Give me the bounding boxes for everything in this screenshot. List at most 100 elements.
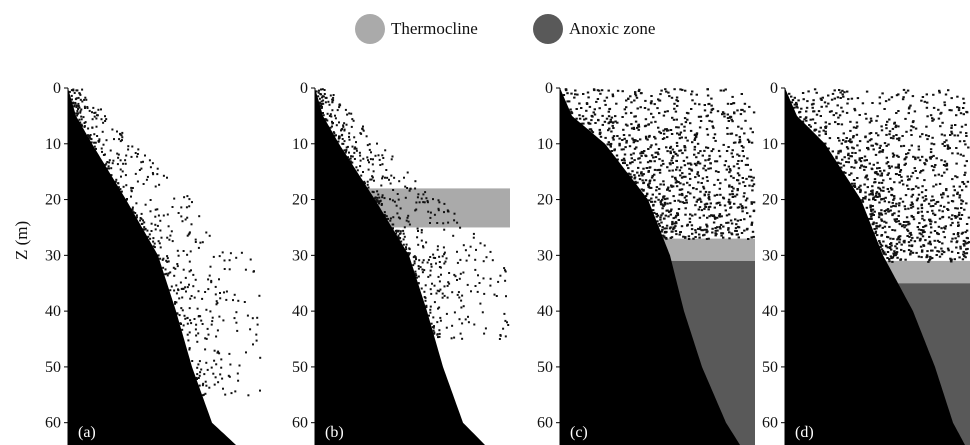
data-point <box>956 233 960 236</box>
data-point <box>124 162 127 165</box>
data-point <box>662 196 665 199</box>
data-point <box>722 236 725 239</box>
data-point <box>887 210 891 213</box>
data-point <box>453 311 456 314</box>
data-point <box>958 185 961 188</box>
data-point <box>427 275 430 278</box>
data-point <box>880 244 884 247</box>
data-point <box>183 196 186 199</box>
data-point <box>457 291 460 294</box>
data-point <box>873 228 876 230</box>
data-point <box>208 274 211 277</box>
data-point <box>400 240 403 243</box>
data-point <box>723 112 726 115</box>
data-point <box>926 101 929 104</box>
data-point <box>390 174 393 177</box>
data-point <box>662 183 665 186</box>
data-point <box>889 255 893 258</box>
data-point <box>506 321 508 324</box>
data-point <box>685 195 688 198</box>
data-point <box>131 206 134 209</box>
data-point <box>911 236 914 239</box>
data-point <box>964 231 967 234</box>
data-point <box>880 198 883 200</box>
data-point <box>443 228 446 231</box>
data-point <box>375 198 378 201</box>
data-point <box>200 319 203 322</box>
data-point <box>892 198 895 201</box>
data-point <box>707 193 710 196</box>
data-point <box>876 234 879 237</box>
data-point <box>623 153 627 156</box>
data-point <box>607 115 611 118</box>
data-point <box>378 196 381 199</box>
data-point <box>848 173 851 176</box>
data-point <box>479 242 482 245</box>
data-point <box>372 158 374 161</box>
data-point <box>77 107 80 110</box>
data-point <box>603 120 607 123</box>
data-point <box>448 282 451 285</box>
data-point <box>144 203 147 206</box>
data-point <box>468 254 471 257</box>
data-point <box>697 181 700 184</box>
data-point <box>647 170 650 173</box>
data-point <box>703 233 706 236</box>
data-point <box>932 205 935 207</box>
data-point <box>674 221 678 224</box>
panel-label: (c) <box>570 424 588 441</box>
data-point <box>637 125 641 128</box>
data-point <box>95 147 97 150</box>
data-point <box>193 296 196 299</box>
data-point <box>947 216 951 219</box>
data-point <box>429 311 432 314</box>
data-point <box>675 214 678 217</box>
data-point <box>861 200 865 203</box>
data-point <box>443 285 446 288</box>
data-point <box>698 126 702 129</box>
data-point <box>713 133 717 136</box>
data-point <box>102 143 105 146</box>
data-point <box>863 168 866 171</box>
data-point <box>378 158 381 161</box>
data-point <box>875 227 878 230</box>
data-point <box>906 235 909 237</box>
data-point <box>149 237 152 240</box>
data-point <box>489 277 492 280</box>
data-point <box>186 195 189 198</box>
data-point <box>719 223 723 226</box>
data-point <box>928 241 932 244</box>
data-point <box>320 107 323 109</box>
data-point <box>957 232 960 234</box>
data-point <box>739 203 742 206</box>
data-point <box>596 98 600 100</box>
data-point <box>200 368 203 371</box>
data-point <box>837 152 840 155</box>
data-point <box>693 145 697 148</box>
data-point <box>730 103 733 105</box>
data-point <box>353 158 356 160</box>
data-point <box>674 216 677 219</box>
data-point <box>823 101 827 104</box>
data-point <box>739 113 743 116</box>
data-point <box>925 254 929 257</box>
data-point <box>203 373 206 376</box>
data-point <box>112 159 115 162</box>
data-point <box>650 95 653 97</box>
data-point <box>965 135 968 137</box>
data-point <box>372 170 375 173</box>
data-point <box>672 118 676 121</box>
data-point <box>727 146 730 148</box>
data-point <box>676 212 679 215</box>
data-point <box>616 135 619 137</box>
data-point <box>235 321 238 324</box>
data-point <box>233 293 236 296</box>
data-point <box>664 198 667 201</box>
data-point <box>722 143 725 146</box>
data-point <box>924 224 928 227</box>
data-point <box>912 120 915 123</box>
data-point <box>414 272 417 275</box>
data-point <box>831 150 834 153</box>
data-point <box>656 220 659 223</box>
data-point <box>950 124 953 127</box>
